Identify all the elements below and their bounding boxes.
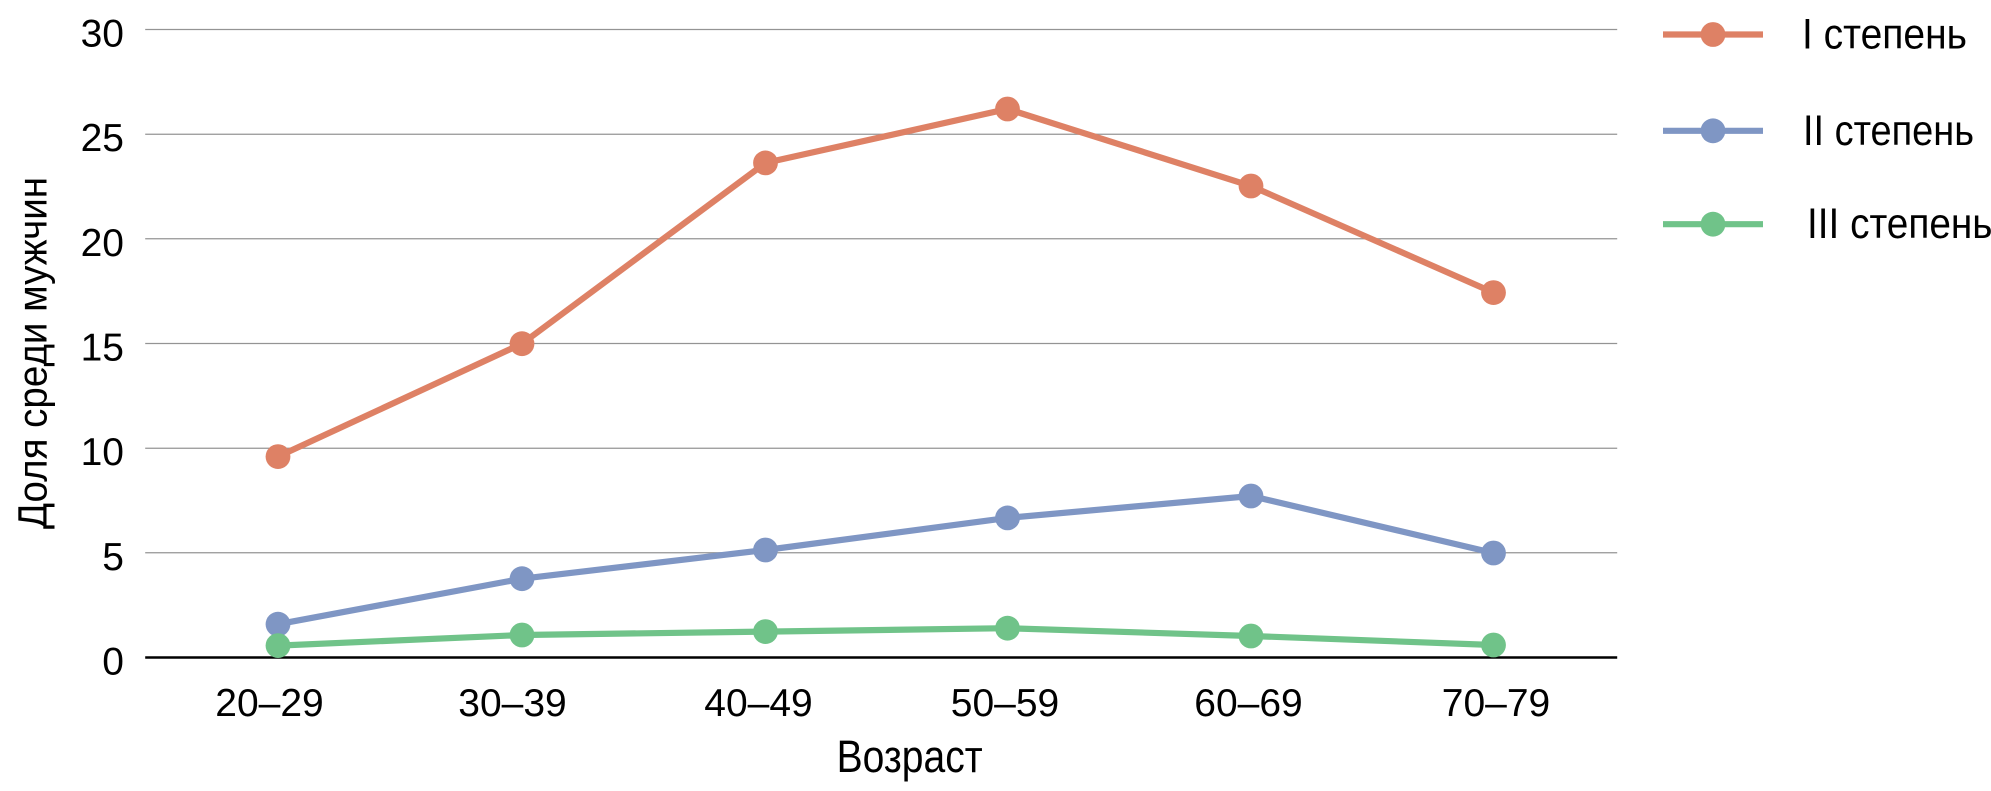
svg-text:40–49: 40–49 — [704, 682, 812, 725]
svg-text:III степень: III степень — [1807, 200, 1991, 248]
svg-text:20: 20 — [81, 222, 124, 265]
svg-text:50–59: 50–59 — [951, 682, 1059, 725]
svg-text:60–69: 60–69 — [1194, 682, 1302, 725]
svg-text:30: 30 — [81, 13, 124, 56]
svg-text:5: 5 — [102, 536, 124, 579]
svg-text:25: 25 — [81, 117, 124, 160]
svg-text:15: 15 — [81, 327, 124, 370]
svg-text:70–79: 70–79 — [1442, 682, 1550, 725]
svg-text:II степень: II степень — [1803, 107, 1974, 155]
svg-text:10: 10 — [81, 431, 124, 474]
svg-text:Возраст: Возраст — [837, 731, 983, 782]
svg-text:30–39: 30–39 — [458, 682, 566, 725]
svg-text:0: 0 — [102, 641, 124, 684]
svg-text:20–29: 20–29 — [215, 682, 323, 725]
svg-text:I степень: I степень — [1802, 11, 1967, 59]
svg-text:Доля среди мужчин: Доля среди мужчин — [10, 177, 56, 529]
